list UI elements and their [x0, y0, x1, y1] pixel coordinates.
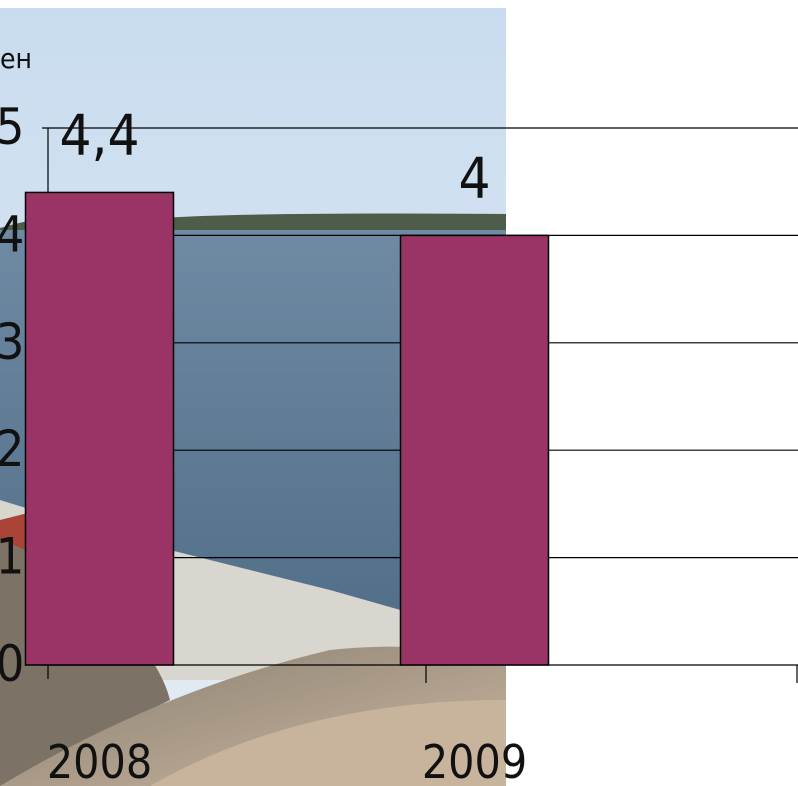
y-tick-label: 3 — [0, 313, 24, 371]
y-tick-label: 1 — [0, 528, 24, 586]
value-label-2009: 4 — [458, 146, 490, 211]
y-tick-label: 2 — [0, 420, 24, 478]
bars — [24, 191, 550, 666]
y-axis-tick-labels: 0 1 2 3 4 5 — [0, 98, 24, 693]
axis-unit-label: ен — [0, 42, 32, 75]
y-tick-label: 0 — [0, 635, 24, 693]
x-tick-label-2009: 2009 — [422, 735, 527, 786]
x-axis-tick-labels: 2008 2009 — [47, 735, 527, 786]
y-tick-label: 5 — [0, 98, 24, 156]
bar-2008 — [24, 191, 175, 666]
value-labels: 4,44 — [59, 103, 490, 211]
bar-2009 — [399, 234, 550, 666]
value-label-2008: 4,4 — [59, 103, 139, 168]
y-tick-label: 4 — [0, 205, 24, 263]
x-tick-label-2008: 2008 — [47, 735, 152, 786]
